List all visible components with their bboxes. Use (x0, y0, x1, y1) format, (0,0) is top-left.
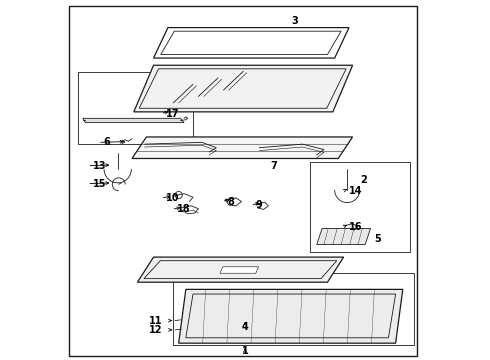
Text: 12: 12 (149, 325, 163, 335)
Text: 1: 1 (242, 346, 248, 356)
Text: 11: 11 (149, 316, 163, 325)
Text: 3: 3 (292, 17, 298, 27)
Text: 10: 10 (166, 193, 180, 203)
Text: 8: 8 (227, 197, 234, 207)
Text: 2: 2 (360, 175, 367, 185)
Text: 14: 14 (349, 186, 363, 196)
Text: 7: 7 (270, 161, 277, 171)
Polygon shape (179, 289, 403, 343)
Polygon shape (220, 267, 259, 273)
Bar (173, 273, 414, 345)
Text: 9: 9 (256, 200, 263, 210)
Polygon shape (137, 257, 343, 282)
Polygon shape (153, 28, 349, 58)
Bar (310, 162, 410, 252)
Text: 17: 17 (166, 109, 180, 119)
Text: 18: 18 (177, 204, 191, 215)
Text: 15: 15 (93, 179, 106, 189)
Text: 5: 5 (374, 234, 381, 244)
Text: 16: 16 (349, 222, 363, 231)
Bar (78, 72, 193, 144)
Text: 13: 13 (93, 161, 106, 171)
Polygon shape (134, 65, 353, 112)
Polygon shape (161, 31, 341, 54)
Polygon shape (83, 118, 184, 123)
Text: 6: 6 (103, 138, 110, 147)
Polygon shape (317, 228, 370, 244)
Text: 4: 4 (242, 322, 248, 332)
Polygon shape (132, 137, 353, 158)
